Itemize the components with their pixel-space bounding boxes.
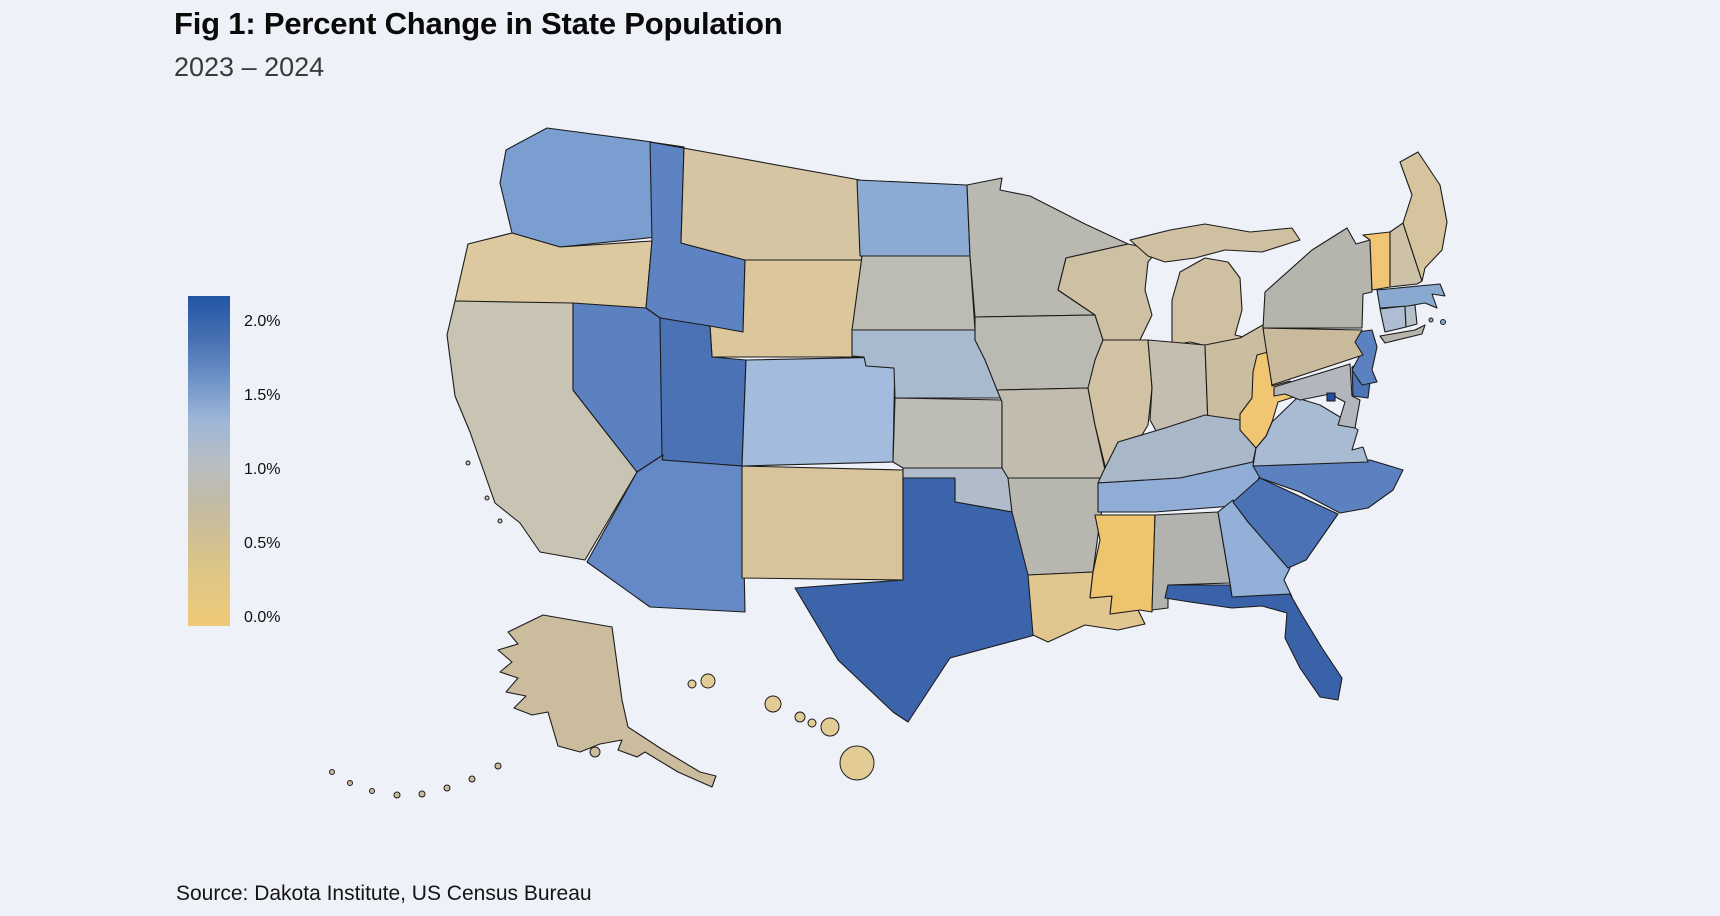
state-WA: Washington: 1.25%: [499, 127, 658, 248]
legend-tick-label: 0.0%: [244, 609, 281, 626]
state-MD: Maryland: 0.75%: [1273, 363, 1361, 429]
legend-tick-label: 1.0%: [244, 461, 281, 478]
state-PA: Pennsylvania: 0.5%: [1262, 327, 1364, 386]
state-AK: Alaska: 0.5%: [329, 614, 717, 799]
state-NH: New Hampshire: 0.5%: [1389, 222, 1423, 288]
legend-tick-label: 1.5%: [244, 387, 281, 404]
state-SC: South Carolina: 1.65%: [1232, 477, 1339, 569]
page-title: Fig 1: Percent Change in State Populatio…: [174, 6, 783, 41]
state-HI: Hawaii: 0.3%: [687, 673, 875, 781]
state-ME: Maine: 0.45%: [1399, 151, 1448, 282]
state-NC: North Carolina: 1.5%: [1252, 459, 1404, 514]
state-CO: Colorado: 1%: [741, 356, 896, 467]
state-WV: West Virginia: 0.05%: [1239, 351, 1298, 449]
state-SD: South Dakota: 0.7%: [851, 255, 976, 331]
state-NY: New York: 0.7%: [1262, 227, 1426, 344]
state-ND: North Dakota: 1.15%: [856, 179, 971, 257]
state-RI: Rhode Island: 0.8%: [1404, 304, 1418, 328]
state-FL: Florida: 1.9%: [1164, 584, 1343, 701]
page-subtitle: 2023 – 2024: [174, 52, 325, 82]
state-KS: Kansas: 0.7%: [892, 397, 1003, 469]
state-TX: Texas: 1.8%: [794, 477, 1036, 723]
state-NM: New Mexico: 0.4%: [741, 465, 904, 581]
state-IA: Iowa: 0.7%: [974, 314, 1104, 391]
state-MI: Michigan: 0.5%: [1129, 223, 1301, 348]
state-VT: Vermont: 0.05%: [1362, 231, 1391, 291]
state-MA: Massachusetts: 1.2%: [1376, 283, 1446, 325]
state-DC: District of Columbia: 2.1%: [1326, 392, 1336, 402]
state-AZ: Arizona: 1.4%: [586, 454, 746, 613]
states-layer: Washington: 1.25%Oregon: 0.35%California…: [329, 127, 1448, 799]
legend-tick-label: 2.0%: [244, 313, 281, 330]
legend-gradient-bar: [188, 296, 230, 626]
source-note: Source: Dakota Institute, US Census Bure…: [176, 882, 592, 905]
legend-tick-label: 0.5%: [244, 535, 281, 552]
state-CT: Connecticut: 0.85%: [1379, 305, 1407, 333]
